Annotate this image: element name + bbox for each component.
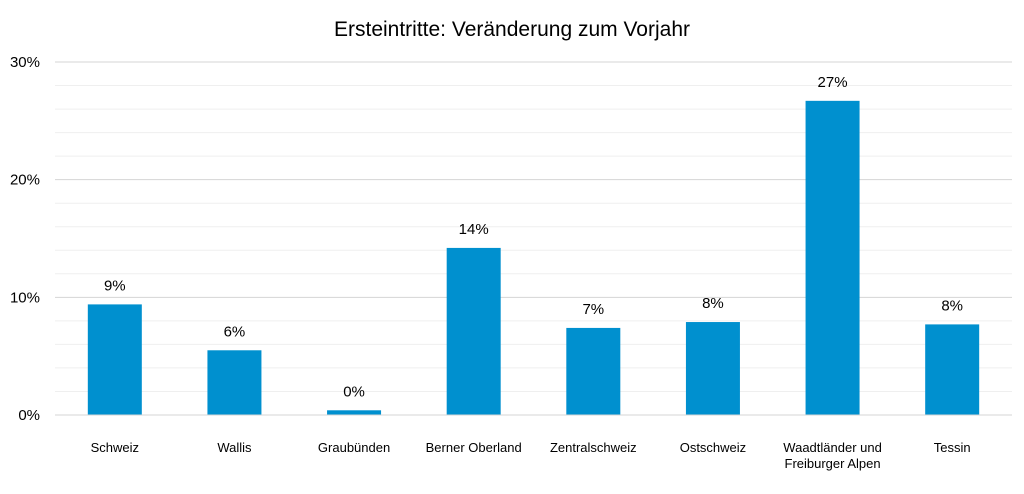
data-label: 6% — [224, 323, 246, 340]
x-tick-label: Graubünden — [318, 440, 390, 455]
data-label: 9% — [104, 277, 126, 294]
y-tick-label: 20% — [10, 172, 40, 189]
bar — [446, 247, 501, 415]
x-tick-label: Tessin — [934, 440, 971, 455]
data-label: 7% — [582, 301, 604, 318]
data-label: 8% — [941, 297, 963, 314]
bar — [327, 410, 382, 415]
data-label: 14% — [459, 221, 489, 238]
x-tick-label: Freiburger Alpen — [785, 456, 881, 471]
bar — [87, 304, 142, 415]
x-tick-label: Wallis — [217, 440, 252, 455]
chart-title: Ersteintritte: Veränderung zum Vorjahr — [333, 18, 690, 41]
data-label: 27% — [818, 74, 848, 91]
x-tick-label: Zentralschweiz — [550, 440, 637, 455]
x-tick-label: Berner Oberland — [426, 440, 522, 455]
y-tick-label: 30% — [10, 54, 40, 71]
bar — [207, 350, 262, 415]
y-tick-label: 10% — [10, 289, 40, 306]
bar — [925, 324, 980, 415]
data-label: 0% — [343, 383, 365, 400]
x-tick-label: Schweiz — [91, 440, 139, 455]
bar — [685, 322, 740, 415]
y-tick-label: 0% — [18, 407, 40, 424]
bar — [805, 100, 860, 415]
x-tick-label: Waadtländer und — [783, 440, 882, 455]
x-tick-label: Ostschweiz — [680, 440, 746, 455]
bar — [566, 327, 621, 415]
data-label: 8% — [702, 295, 724, 312]
